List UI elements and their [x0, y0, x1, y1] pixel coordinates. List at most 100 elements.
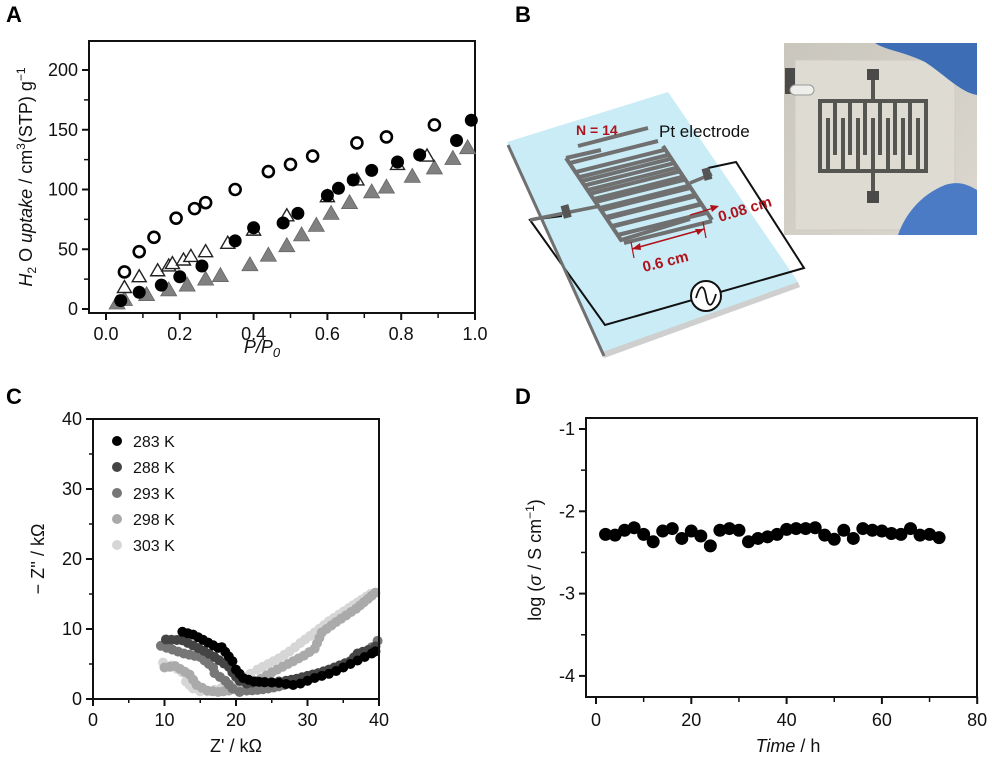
electrode-finger	[575, 148, 665, 174]
x-tick-label: 20	[226, 710, 246, 730]
point-filled-circle	[346, 173, 360, 187]
point-open-triangle	[149, 262, 166, 277]
point-filled-triangle	[403, 167, 421, 183]
point-filled-circle	[228, 234, 242, 248]
point-conductivity	[808, 521, 822, 535]
electrode-finger	[569, 139, 659, 165]
x-tick-label: 20	[681, 710, 701, 730]
contact-pad-left	[560, 204, 572, 219]
chart-d-ylabel: log (σ / S cm−1)	[523, 499, 545, 621]
point-filled-triangle	[259, 246, 278, 262]
point-filled-circle	[195, 259, 209, 273]
point-filled-triangle	[340, 193, 359, 210]
point-conductivity	[903, 522, 917, 536]
point-conductivity	[703, 539, 717, 553]
point-filled-circle	[114, 294, 128, 308]
x-tick-label: 60	[872, 710, 892, 730]
point-open-circle	[261, 164, 276, 179]
x-tick-label: 0.0	[93, 324, 118, 344]
x-tick-label: 0.2	[167, 324, 192, 344]
y-tick-label: -1	[559, 419, 575, 439]
electrode-finger	[581, 157, 671, 183]
electrode-finger	[599, 184, 689, 210]
x-tick-label: 80	[967, 710, 987, 730]
panel-a-letter: A	[6, 2, 22, 27]
point-conductivity	[627, 521, 641, 535]
device-photo	[784, 43, 977, 235]
x-tick-label: 30	[297, 710, 317, 730]
point-conductivity	[884, 527, 898, 541]
point-conductivity	[789, 522, 803, 536]
point-filled-triangle	[278, 236, 296, 253]
point-open-circle	[198, 195, 213, 210]
legend-marker	[112, 540, 122, 550]
point-filled-triangle	[458, 138, 477, 155]
point-conductivity	[846, 531, 860, 545]
chart-d-frame	[585, 417, 978, 698]
point-283k	[266, 677, 277, 688]
y-tick-label: 200	[48, 60, 78, 80]
y-tick-label: 0	[68, 299, 78, 319]
electrode-finger	[593, 175, 683, 201]
legend-marker	[112, 514, 122, 524]
point-filled-triangle	[211, 266, 230, 282]
x-tick-label: 1.0	[462, 324, 487, 344]
point-filled-circle	[413, 148, 427, 162]
point-filled-circle	[247, 221, 261, 235]
point-filled-circle	[173, 270, 187, 284]
point-conductivity	[894, 527, 908, 541]
point-conductivity	[665, 522, 679, 536]
legend-label: 293 K	[133, 486, 175, 503]
point-conductivity	[913, 528, 927, 542]
point-filled-triangle	[292, 226, 311, 242]
point-conductivity	[684, 524, 698, 538]
panel-b-letter: B	[515, 2, 531, 27]
point-filled-circle	[154, 278, 168, 292]
electrode-finger	[587, 166, 677, 192]
point-filled-circle	[391, 155, 405, 169]
chart-a-xlabel: P/P0	[244, 337, 281, 360]
y-tick-label: 150	[48, 120, 78, 140]
point-conductivity	[865, 523, 879, 537]
point-filled-circle	[132, 285, 146, 299]
point-conductivity	[694, 529, 708, 543]
y-tick-label: -4	[559, 666, 575, 686]
pt-electrode-label: Pt electrode	[659, 122, 750, 141]
point-conductivity	[837, 523, 851, 537]
point-filled-circle	[464, 113, 478, 127]
y-tick-label: 100	[48, 180, 78, 200]
point-conductivity	[827, 532, 841, 546]
electrode-finger	[623, 219, 713, 245]
chart-c-xlabel: Z' / kΩ	[210, 736, 262, 756]
y-tick-label: 20	[62, 549, 82, 569]
point-conductivity	[608, 528, 622, 542]
chart-a-ylabel: H2 O uptake / cm3(STP) g−1	[14, 67, 39, 286]
x-tick-label: 0.8	[389, 324, 414, 344]
point-open-triangle	[116, 279, 133, 294]
point-open-circle	[147, 230, 161, 245]
point-open-triangle	[197, 243, 214, 258]
dimension-arrow-0-6cm	[630, 221, 707, 259]
y-tick-label: -3	[559, 584, 575, 604]
legend-marker	[112, 436, 122, 446]
x-tick-label: 0.4	[241, 324, 266, 344]
legend-label: 303 K	[133, 538, 175, 555]
electrode-finger	[607, 194, 696, 221]
legend-marker	[112, 488, 122, 498]
contact-pad-right	[701, 167, 713, 181]
point-open-triangle	[130, 268, 148, 283]
point-open-triangle	[182, 248, 200, 263]
y-tick-label: -2	[559, 501, 575, 521]
point-open-circle	[187, 201, 202, 216]
chart-a-frame	[88, 40, 476, 314]
interdigitated-electrode	[506, 126, 714, 357]
point-open-circle	[427, 118, 442, 132]
point-conductivity	[646, 535, 660, 549]
point-filled-triangle	[425, 159, 444, 175]
point-filled-triangle	[196, 270, 215, 286]
panel-c-letter: C	[6, 384, 22, 409]
